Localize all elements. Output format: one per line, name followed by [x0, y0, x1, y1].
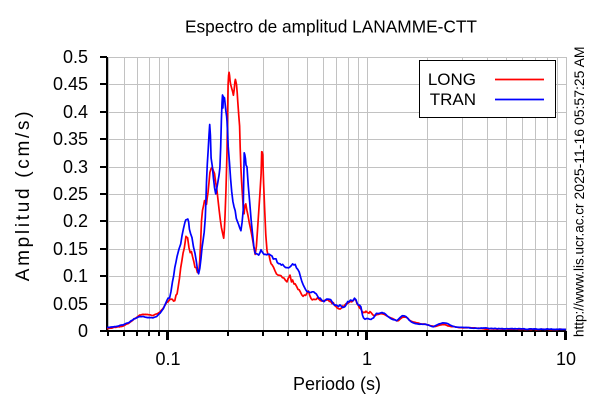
svg-text:0.15: 0.15 [53, 239, 88, 259]
svg-text:0.35: 0.35 [53, 129, 88, 149]
svg-text:0.3: 0.3 [63, 157, 88, 177]
svg-text:0.05: 0.05 [53, 294, 88, 314]
svg-text:0.1: 0.1 [155, 349, 180, 369]
svg-text:0.5: 0.5 [63, 47, 88, 67]
svg-text:Espectro de amplitud LANAMME-C: Espectro de amplitud LANAMME-CTT [185, 17, 477, 37]
svg-text:http://www.lis.ucr.ac.cr: http://www.lis.ucr.ac.cr [572, 203, 587, 337]
svg-text:1: 1 [362, 349, 372, 369]
svg-text:Amplitud (cm/s): Amplitud (cm/s) [13, 109, 34, 281]
svg-text:0.2: 0.2 [63, 211, 88, 231]
svg-text:0.25: 0.25 [53, 184, 88, 204]
svg-text:TRAN: TRAN [430, 90, 476, 109]
svg-text:10: 10 [556, 349, 576, 369]
svg-text:0.4: 0.4 [63, 102, 88, 122]
svg-text:LONG: LONG [428, 70, 476, 89]
svg-text:0.45: 0.45 [53, 74, 88, 94]
svg-text:2025-11-16 05:57:25 AM: 2025-11-16 05:57:25 AM [571, 46, 587, 199]
svg-text:Periodo (s): Periodo (s) [293, 374, 381, 394]
svg-text:0.1: 0.1 [63, 266, 88, 286]
svg-text:0: 0 [78, 321, 88, 341]
